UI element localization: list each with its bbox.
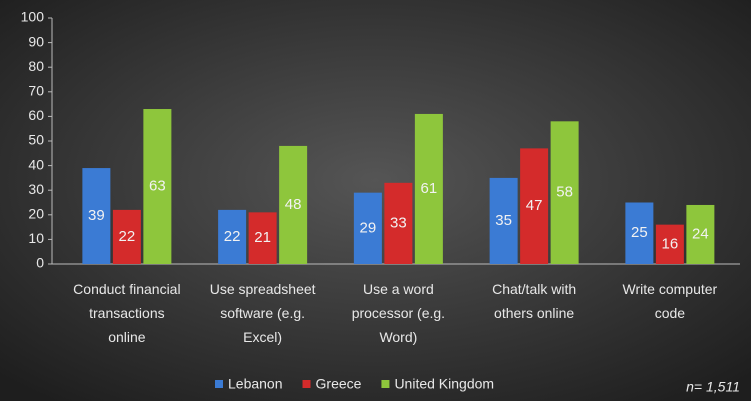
legend-swatch: [302, 380, 311, 388]
x-tick-label: Conduct financial transactions online: [73, 281, 180, 345]
bar: [384, 182, 413, 264]
bar: [82, 168, 111, 264]
value-label: 25: [631, 224, 648, 241]
y-tick-label: 60: [28, 107, 44, 123]
bar: [218, 209, 247, 264]
x-tick-label: Write computer code: [623, 281, 718, 321]
bar: [550, 121, 579, 264]
value-label: 35: [495, 212, 512, 229]
value-label: 47: [526, 197, 543, 214]
legend-swatch: [381, 380, 390, 388]
x-tick-label: Use a word processor (e.g. Word): [352, 281, 445, 345]
bar: [655, 224, 684, 264]
value-label: 63: [149, 177, 166, 194]
y-tick-label: 80: [28, 58, 44, 74]
value-label: 22: [119, 228, 136, 245]
y-tick-label: 90: [28, 33, 44, 49]
bar: [414, 113, 443, 264]
value-label: 22: [224, 228, 241, 245]
annotation: n= 1,511: [686, 379, 740, 395]
value-label: 24: [692, 225, 709, 242]
x-tick-label: Use spreadsheet software (e.g. Excel): [210, 281, 316, 345]
bar: [143, 109, 172, 265]
legend-swatch: [215, 380, 223, 388]
bar: [686, 204, 715, 264]
value-label: 29: [360, 219, 377, 236]
bar: [279, 145, 308, 264]
value-label: 48: [285, 196, 302, 213]
value-label: 39: [88, 207, 105, 224]
y-tick-label: 50: [28, 132, 44, 148]
bar: [625, 202, 654, 264]
value-label: 16: [662, 235, 679, 252]
value-label: 61: [421, 180, 438, 197]
y-tick-label: 0: [36, 255, 44, 271]
x-tick-label: Chat/talk with others online: [492, 281, 576, 321]
value-label: 33: [390, 214, 407, 231]
value-label: 58: [556, 184, 573, 201]
y-tick-label: 10: [28, 230, 44, 246]
y-tick-label: 40: [28, 156, 44, 172]
y-tick-label: 30: [28, 181, 44, 197]
legend-label: Lebanon: [228, 376, 283, 392]
legend-label: United Kingdom: [394, 376, 494, 392]
y-tick-label: 100: [21, 9, 45, 25]
bar: [520, 148, 549, 264]
y-tick-label: 20: [28, 206, 44, 222]
legend-label: Greece: [316, 376, 362, 392]
bar: [248, 212, 277, 264]
bar: [353, 192, 382, 264]
bar: [489, 177, 518, 264]
y-tick-label: 70: [28, 83, 44, 99]
bar: [112, 209, 141, 264]
value-label: 21: [254, 229, 271, 246]
